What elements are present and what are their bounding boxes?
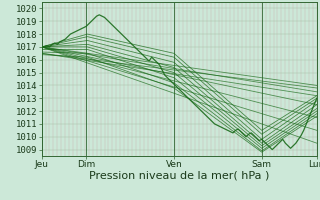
X-axis label: Pression niveau de la mer( hPa ): Pression niveau de la mer( hPa ) [89,171,269,181]
